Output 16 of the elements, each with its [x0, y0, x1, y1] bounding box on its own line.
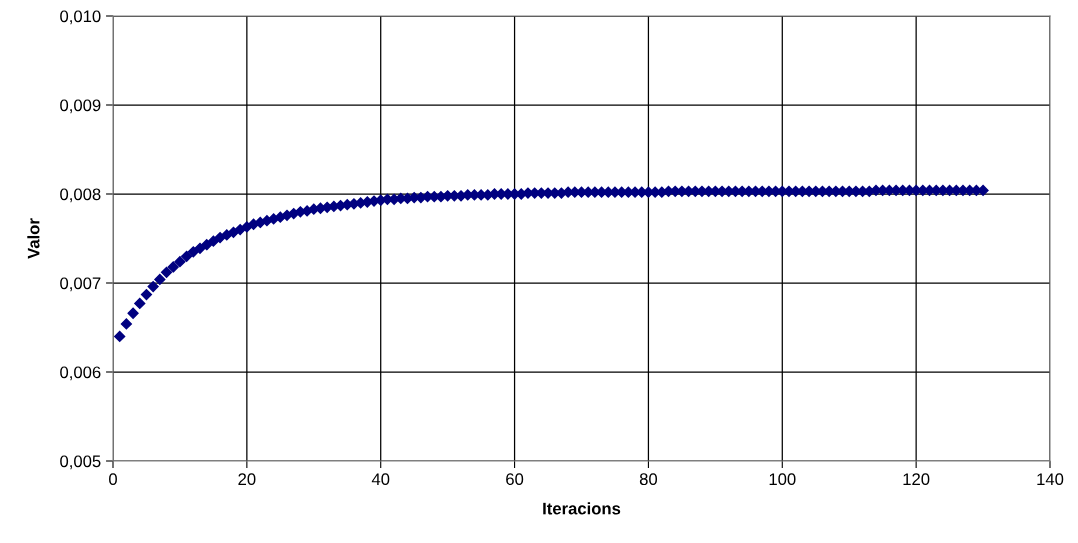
y-tick-label: 0,005 — [60, 455, 101, 470]
x-tick-label: 40 — [371, 473, 390, 486]
y-axis-title: Valor — [27, 218, 40, 259]
y-tick-label: 0,007 — [60, 277, 101, 292]
y-tick-label: 0,010 — [60, 10, 101, 25]
x-tick-label: 60 — [506, 473, 524, 486]
y-tick-label: 0,009 — [60, 99, 101, 114]
y-tick-label: 0,006 — [60, 366, 101, 381]
x-tick-label: 20 — [238, 473, 256, 486]
x-tick-label: 120 — [903, 473, 930, 486]
x-tick-label: 0 — [109, 473, 117, 486]
x-tick-label: 140 — [1037, 473, 1064, 486]
x-tick-label: 80 — [639, 473, 658, 486]
x-axis-title: Iteracions — [543, 502, 621, 515]
y-tick-label: 0,008 — [60, 188, 101, 203]
x-tick-label: 100 — [769, 473, 796, 486]
